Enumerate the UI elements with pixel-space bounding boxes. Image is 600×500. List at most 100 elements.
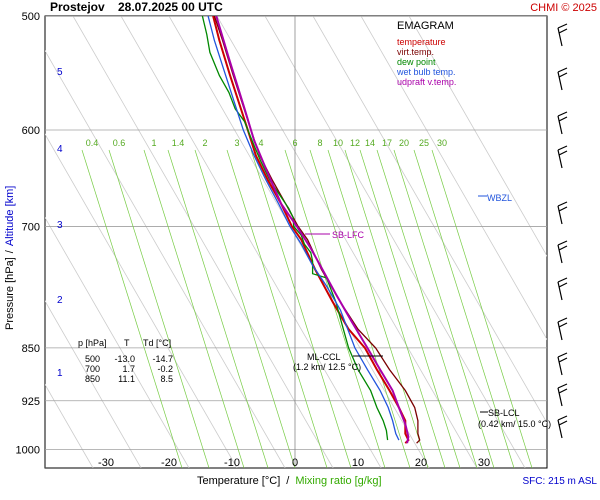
wind-barb-shaft (557, 205, 563, 225)
mixing-ratio-label: 0.4 (86, 138, 99, 148)
dry-adiabat-line (45, 133, 238, 468)
mixing-ratio-label: 25 (419, 138, 429, 148)
altitude-tick-label: 5 (57, 67, 63, 78)
legend-title: EMAGRAM (397, 20, 454, 32)
table-cell: -13.0 (114, 354, 135, 364)
plot-frame (44, 15, 548, 469)
level-table: p [hPa] T Td [°C] 500 -13.0 -14.7 700 1.… (78, 338, 173, 384)
legend-virt-temp: virt.temp. (397, 47, 434, 57)
wind-barb-flag (558, 322, 568, 328)
wind-barb-icon (557, 317, 568, 341)
dry-adiabat-line (45, 300, 142, 468)
altitude-tick-label: 2 (57, 295, 63, 306)
mixing-ratio-line (108, 149, 210, 468)
wind-barbs (557, 23, 568, 439)
wind-barb-flag (557, 240, 568, 246)
x-axis-temp-label: Temperature [°C] (197, 475, 280, 487)
annotations: WBZL SB-LFC ML-CCL (1.2 km/ 12.5 °C) SB-… (293, 193, 551, 429)
table-cell: 850 (85, 374, 100, 384)
dry-adiabat-line (360, 16, 547, 341)
datetime-label: 28.07.2025 00 UTC (118, 0, 223, 14)
mixing-ratio-line (284, 149, 386, 468)
mixing-ratio-label: 14 (365, 138, 375, 148)
wind-barb-shaft (557, 71, 563, 91)
mixing-ratio-label: 2 (202, 138, 207, 148)
mixing-ratio-line (167, 149, 269, 468)
y-axis-separator: / (4, 249, 16, 253)
wind-barb-icon (557, 23, 568, 47)
mixing-ratio-line (393, 149, 495, 468)
mixing-ratio-label: 1.4 (172, 138, 185, 148)
sb-lfc-label: SB-LFC (332, 230, 365, 240)
temperature-tick-label: 30 (478, 457, 490, 469)
wind-barb-shaft (557, 387, 563, 407)
mixing-ratio-label: 12 (350, 138, 360, 148)
wind-barb-icon (557, 111, 568, 135)
temperature-tick-label: -30 (98, 457, 114, 469)
table-cell: 11.1 (118, 374, 135, 384)
wind-barb-flag (557, 145, 568, 151)
pressure-tick-label: 600 (22, 125, 40, 137)
temperature-tick-label: -20 (161, 457, 177, 469)
dry-adiabat-line (45, 216, 190, 468)
wind-barb-shaft (557, 149, 563, 169)
table-cell: -0.2 (157, 364, 173, 374)
dry-adiabat-line (408, 16, 547, 257)
mixing-ratio-label: 3 (234, 138, 239, 148)
dry-adiabat-line (264, 16, 526, 468)
y-axis-altitude-label: Altitude [km] (4, 186, 16, 247)
wind-barb-flag (558, 245, 568, 251)
series-line-udpraft-v-temp- (215, 16, 410, 444)
mixing-ratio-line (344, 149, 446, 468)
x-axis-separator: / (286, 475, 290, 487)
wind-barb-icon (557, 201, 568, 225)
table-header-td: Td [°C] (143, 338, 171, 348)
dry-adiabat-line (168, 16, 430, 468)
temperature-tick-label: 10 (352, 457, 364, 469)
legend-wet-bulb: wet bulb temp. (396, 67, 456, 77)
wind-barb-shaft (557, 356, 563, 376)
table-cell: 500 (85, 354, 100, 364)
wind-barb-flag (557, 67, 568, 73)
temperature-tick-label: -10 (224, 457, 240, 469)
wind-barb-flag (558, 420, 568, 426)
mixing-ratio-label: 6 (292, 138, 297, 148)
wind-barb-shaft (557, 115, 563, 135)
wind-barb-flag (558, 72, 568, 78)
wind-barb-icon (557, 352, 568, 376)
mixing-ratio-label: 17 (382, 138, 392, 148)
table-cell: 700 (85, 364, 100, 374)
pressure-tick-label: 500 (22, 11, 40, 23)
wind-barb-shaft (557, 27, 563, 47)
wind-barb-icon (557, 383, 568, 407)
pressure-tick-label: 700 (22, 221, 40, 233)
grid-layer (45, 16, 547, 468)
dry-adiabat-line (45, 383, 94, 468)
pressure-tick-label: 1000 (16, 445, 40, 457)
wind-barb-shaft (557, 281, 563, 301)
wind-barb-icon (557, 415, 568, 439)
x-axis-mix-label: Mixing ratio [g/kg] (295, 475, 381, 487)
wind-barb-flag (557, 352, 568, 358)
series-line-dew-point (201, 16, 389, 441)
wind-barb-flag (558, 388, 568, 394)
mixing-ratio-line (309, 149, 411, 468)
mixing-ratio-line (143, 149, 245, 468)
ml-ccl-detail: (1.2 km/ 12.5 °C) (293, 362, 361, 372)
y-axis-pressure-label: Pressure [hPa] (4, 257, 16, 330)
mixing-ratio-line (431, 149, 533, 468)
wind-barb-flag (557, 201, 568, 207)
table-header-p: p [hPa] (78, 338, 107, 348)
copyright-label: CHMI © 2025 (530, 2, 597, 14)
wind-barb-flag (558, 282, 568, 288)
wind-barb-flag (557, 415, 568, 421)
mixing-ratio-line (359, 149, 461, 468)
mixing-ratio-line (226, 149, 328, 468)
mixing-ratio-label: 1 (151, 138, 156, 148)
wind-barb-icon (557, 67, 568, 91)
legend-temperature: temperature (397, 37, 446, 47)
pressure-tick-label: 925 (22, 396, 40, 408)
wind-barb-shaft (557, 321, 563, 341)
mixing-ratio-layer (81, 149, 533, 468)
